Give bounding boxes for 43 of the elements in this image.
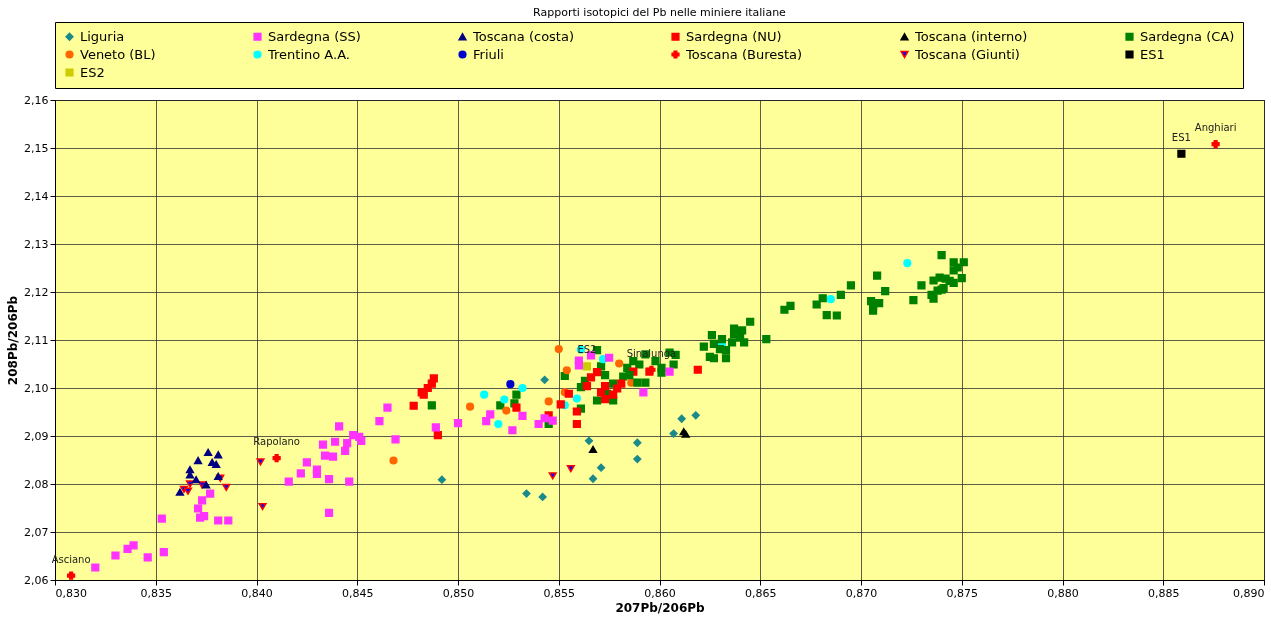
legend-label: ES2 (80, 64, 105, 80)
y-tick-label: 2,16 (24, 93, 49, 107)
legend-label: Friuli (473, 46, 504, 62)
legend-label: Sardegna (CA) (1140, 28, 1235, 44)
legend-label: Toscana (Giunti) (914, 46, 1020, 62)
y-tick-label: 2,11 (24, 333, 49, 347)
x-tick-label: 0,835 (140, 586, 172, 600)
legend-label: Toscana (costa) (472, 28, 574, 44)
x-tick-label: 0,855 (543, 586, 575, 600)
legend-label: Sardegna (NU) (686, 28, 782, 44)
x-tick-label: 0,860 (644, 586, 676, 600)
annotation: ES2 (577, 344, 597, 356)
annotation: Anghiari (1194, 122, 1237, 134)
x-tick-label: 0,880 (1047, 586, 1079, 600)
x-tick-label: 0,870 (845, 586, 878, 600)
x-tick-label: 0,850 (442, 586, 475, 600)
x-tick-label: 0,875 (946, 586, 978, 600)
legend-label: Liguria (80, 28, 125, 44)
annotation: ES1 (1171, 131, 1191, 143)
y-tick-label: 2,15 (24, 141, 49, 155)
y-tick-label: 2,09 (24, 429, 49, 443)
x-axis-title: 207Pb/206Pb (615, 600, 706, 615)
legend-label: Toscana (Buresta) (685, 46, 803, 62)
legend-label: Toscana (interno) (914, 28, 1028, 44)
legend-label: Trentino A.A. (267, 46, 350, 62)
chart-title: Rapporti isotopici del Pb nelle miniere italiane (533, 5, 787, 19)
y-tick-label: 2,08 (24, 477, 49, 491)
y-tick-label: 2,10 (24, 381, 49, 395)
y-tick-label: 2,12 (24, 285, 49, 299)
y-tick-label: 2,13 (24, 237, 49, 251)
x-tick-label: 0,830 (55, 586, 87, 600)
x-tick-label: 0,885 (1148, 586, 1180, 600)
y-tick-label: 2,07 (24, 525, 49, 539)
y-tick-label: 2,14 (24, 189, 49, 203)
legend-label: Sardegna (SS) (268, 28, 361, 44)
y-tick-label: 2,06 (24, 573, 49, 587)
y-axis-title: 208Pb/206Pb (6, 295, 21, 386)
x-tick-label: 0,840 (241, 586, 273, 600)
legend-label: ES1 (1140, 46, 1165, 62)
x-tick-label: 0,890 (1233, 586, 1265, 600)
x-tick-label: 0,865 (745, 586, 777, 600)
x-tick-label: 0,845 (342, 586, 374, 600)
legend-label: Veneto (BL) (80, 46, 156, 62)
